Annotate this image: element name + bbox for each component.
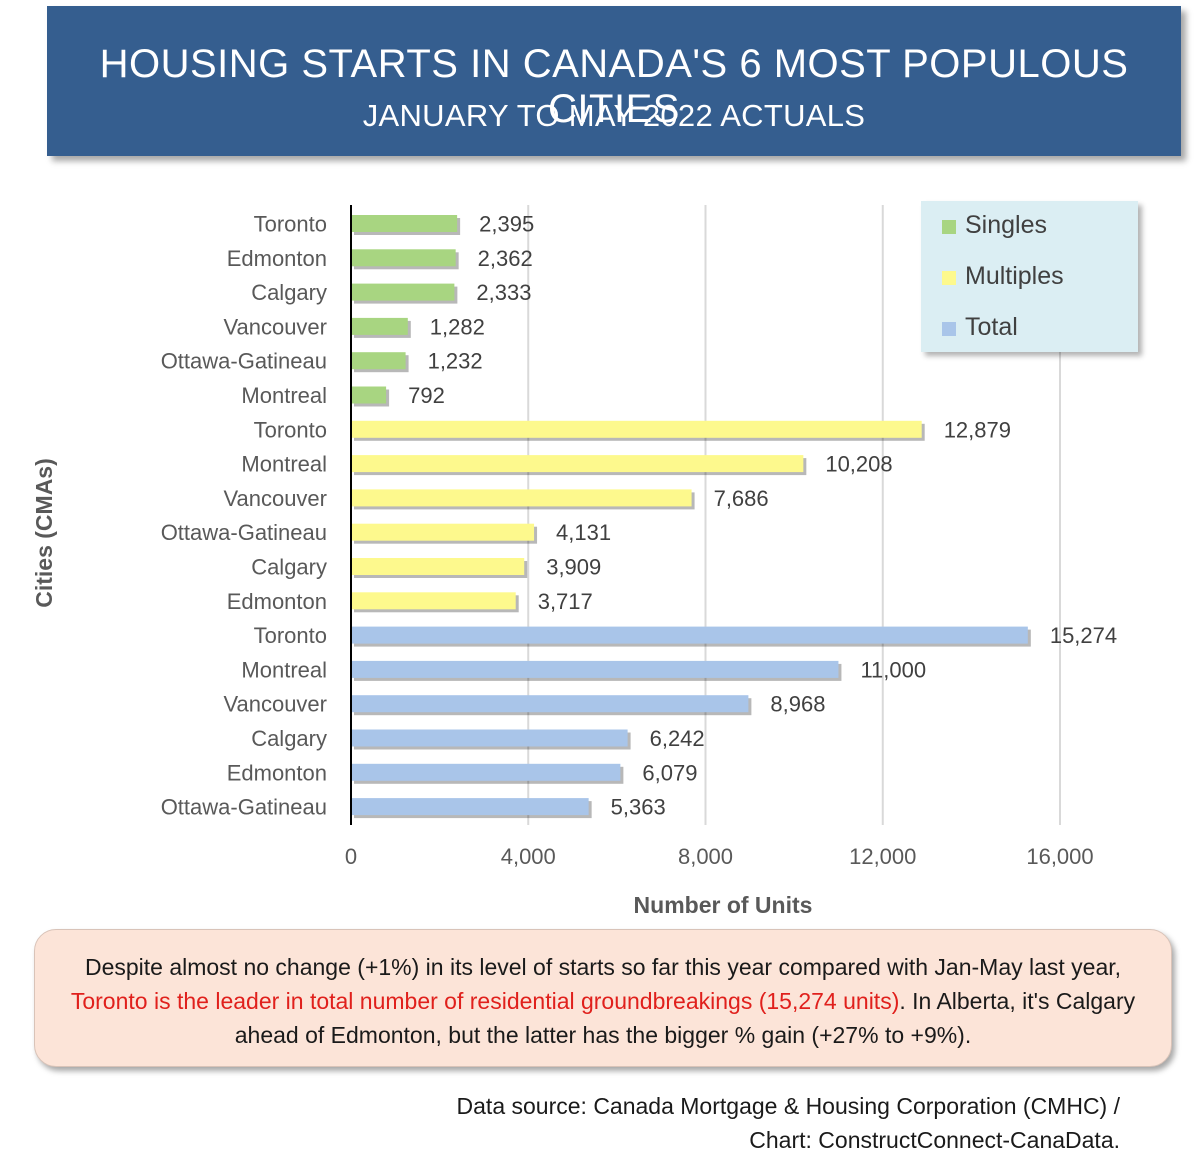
data-label: 7,686 (714, 486, 769, 511)
bar (351, 420, 922, 438)
bar (351, 558, 525, 575)
bar (351, 386, 387, 404)
data-label: 6,079 (642, 760, 697, 785)
data-label: 3,717 (538, 589, 593, 614)
legend-item-singles: Singles (942, 211, 1047, 240)
legend-item-multiples: Multiples (942, 262, 1064, 291)
x-tick-label: 8,000 (678, 844, 733, 869)
bar (351, 215, 458, 232)
legend-swatch-singles (942, 220, 956, 234)
data-label: 1,282 (430, 314, 485, 339)
legend-label: Singles (965, 211, 1047, 239)
category-label: Edmonton (227, 589, 327, 614)
category-label: Edmonton (227, 246, 327, 271)
category-label: Calgary (251, 555, 327, 580)
category-label: Calgary (251, 280, 327, 305)
note-text-start: Despite almost no change (+1%) in its le… (84, 954, 1122, 980)
data-label: 792 (408, 383, 445, 408)
data-label: 3,909 (546, 555, 601, 580)
legend-label: Total (965, 313, 1018, 341)
category-label: Montreal (241, 657, 327, 682)
bar (351, 729, 628, 747)
category-label: Toronto (254, 623, 327, 648)
source-line-1: Data source: Canada Mortgage & Housing C… (456, 1093, 1120, 1119)
category-label: Toronto (254, 417, 327, 442)
bar (351, 523, 535, 541)
data-label: 5,363 (611, 795, 666, 820)
bar (351, 763, 621, 781)
data-label: 10,208 (825, 452, 892, 477)
x-tick-label: 0 (345, 844, 357, 869)
category-label: Calgary (251, 726, 327, 751)
data-label: 8,968 (770, 692, 825, 717)
category-label: Vancouver (223, 314, 327, 339)
bar (351, 249, 456, 267)
category-label: Toronto (254, 212, 327, 237)
data-label: 4,131 (556, 520, 611, 545)
data-label: 15,274 (1050, 623, 1117, 648)
data-label: 6,242 (650, 726, 705, 751)
bar (351, 455, 804, 473)
chart-legend: Singles Multiples Total (921, 201, 1138, 352)
bar (351, 798, 589, 816)
title-banner: HOUSING STARTS IN CANADA'S 6 MOST POPULO… (47, 6, 1181, 156)
x-axis-title: Number of Units (634, 892, 813, 918)
x-tick-label: 4,000 (501, 844, 556, 869)
category-label: Ottawa-Gatineau (161, 795, 327, 820)
category-label: Montreal (241, 383, 327, 408)
bar (351, 283, 455, 301)
bar (351, 626, 1028, 644)
x-tick-label: 16,000 (1026, 844, 1093, 869)
note-highlight: Toronto is the leader in total number of… (70, 988, 900, 1014)
data-label: 2,333 (476, 280, 531, 305)
data-label: 2,362 (478, 246, 533, 271)
data-label: 2,395 (479, 212, 534, 237)
bar-chart: 0 4,000 8,000 12,000 16,000 2,395 Toronto 2,362… (31, 205, 1117, 918)
category-label: Ottawa-Gatineau (161, 520, 327, 545)
bar (351, 352, 406, 370)
category-label: Vancouver (223, 692, 327, 717)
legend-item-total: Total (942, 313, 1018, 342)
legend-swatch-total (942, 322, 956, 336)
commentary-note: Despite almost no change (+1%) in its le… (34, 929, 1172, 1067)
legend-swatch-multiples (942, 271, 956, 285)
chart-subtitle: JANUARY TO MAY 2022 ACTUALS (362, 98, 866, 133)
bar (351, 317, 408, 335)
data-label: 11,000 (860, 657, 926, 682)
data-label: 12,879 (944, 417, 1011, 442)
bar (351, 660, 839, 678)
y-axis-title: Cities (CMAs) (31, 458, 57, 608)
legend-label: Multiples (965, 262, 1064, 290)
data-label: 1,232 (428, 349, 483, 374)
chart-title: HOUSING STARTS IN CANADA'S 6 MOST POPULO… (99, 42, 1129, 131)
source-line-2: Chart: ConstructConnect-CanaData. (749, 1127, 1120, 1153)
x-tick-label: 12,000 (849, 844, 916, 869)
category-label: Ottawa-Gatineau (161, 349, 327, 374)
bar (351, 592, 516, 610)
note-text-end: . In Alberta, it's Calgary ahead of Edmo… (234, 988, 1136, 1048)
category-label: Montreal (241, 452, 327, 477)
bar (351, 489, 692, 507)
bar (351, 695, 749, 713)
category-label: Edmonton (227, 760, 327, 785)
data-source: Data source: Canada Mortgage & Housing C… (457, 1089, 1120, 1157)
category-label: Vancouver (223, 486, 327, 511)
